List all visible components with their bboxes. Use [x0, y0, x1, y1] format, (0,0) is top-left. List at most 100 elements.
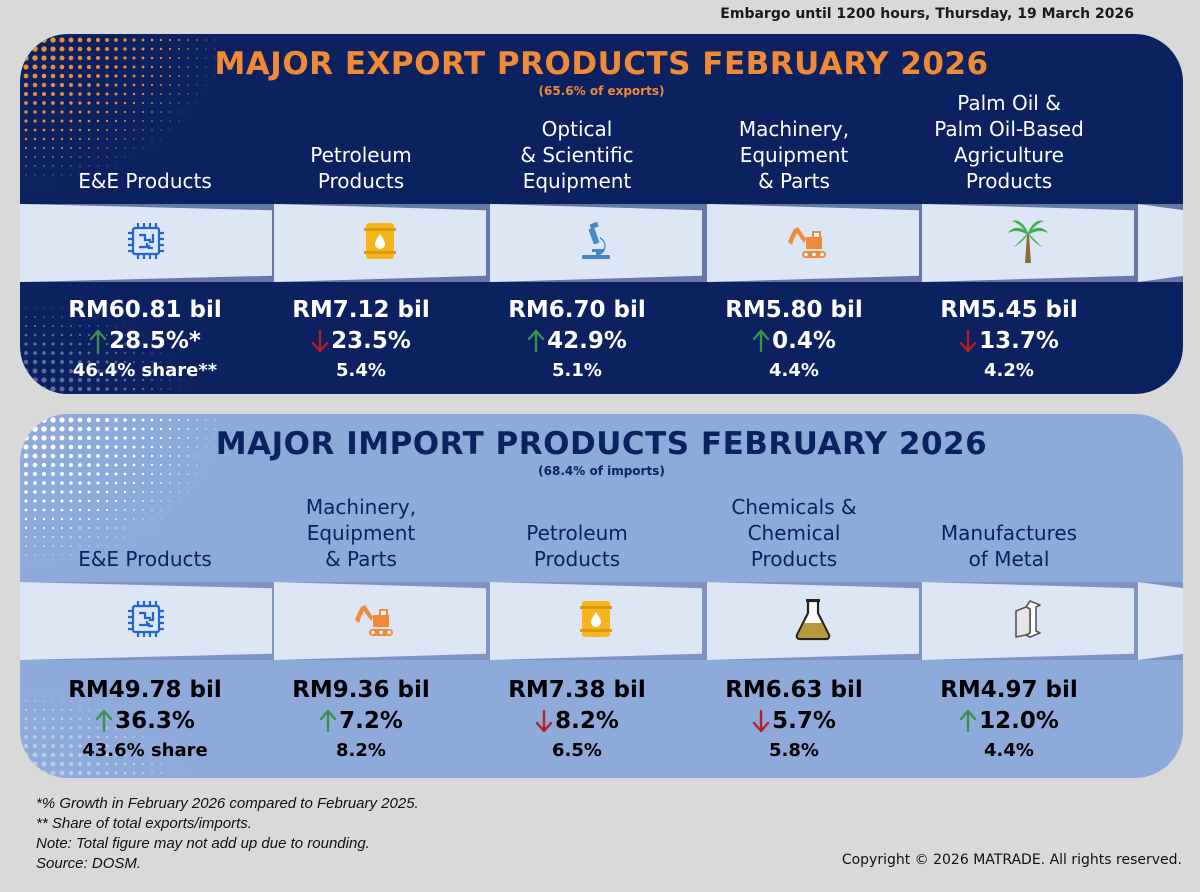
icon-cell	[707, 582, 919, 660]
oil-barrel-icon	[576, 597, 616, 645]
footnotes: *% Growth in February 2026 compared to F…	[36, 794, 419, 874]
icon-cell	[274, 204, 486, 282]
product-share: 5.1%	[552, 360, 602, 381]
product-share: 4.2%	[984, 360, 1034, 381]
growth-value: 13.7%	[979, 328, 1059, 354]
icon-cell	[707, 204, 919, 282]
product-share: 46.4% share**	[72, 360, 218, 381]
product-name: Machinery, Equipment & Parts	[254, 414, 468, 572]
footnote: Source: DOSM.	[36, 855, 142, 872]
icon-cell	[1138, 582, 1183, 660]
product-name-label: Petroleum Products	[310, 143, 412, 193]
export-title: MAJOR EXPORT PRODUCTS FEBRUARY 2026	[214, 46, 989, 82]
product-value: RM6.70 bil	[508, 297, 646, 323]
growth-value: 12.0%	[979, 708, 1059, 734]
growth-value: 36.3%	[115, 708, 195, 734]
product-growth: 12.0%	[902, 706, 1116, 736]
product-value: RM7.38 bil	[508, 677, 646, 703]
up-arrow-icon	[527, 329, 545, 353]
product-stats: RM6.70 bil 42.9% 5.1%	[470, 294, 684, 386]
excavator-icon	[355, 599, 405, 643]
icon-cell	[922, 204, 1134, 282]
up-arrow-icon	[959, 709, 977, 733]
product-share: 8.2%	[336, 740, 386, 761]
product-stats: RM6.63 bil 5.7% 5.8%	[687, 674, 901, 766]
product-share: 5.4%	[336, 360, 386, 381]
icon-cell	[1138, 204, 1183, 282]
product-growth: 7.2%	[254, 706, 468, 736]
product-share: 4.4%	[769, 360, 819, 381]
product-share: 5.8%	[769, 740, 819, 761]
product-value: RM6.63 bil	[725, 677, 863, 703]
product-value: RM7.12 bil	[292, 297, 430, 323]
growth-value: 5.7%	[772, 708, 836, 734]
product-name-label: Manufactures of Metal	[940, 521, 1078, 571]
down-arrow-icon	[535, 709, 553, 733]
product-name-label: Machinery, Equipment & Parts	[738, 117, 850, 193]
growth-value: 7.2%	[339, 708, 403, 734]
chip-icon	[124, 219, 168, 267]
growth-value: 8.2%	[555, 708, 619, 734]
icon-cell	[490, 204, 702, 282]
product-name: Petroleum Products	[254, 34, 468, 194]
up-arrow-icon	[89, 329, 107, 353]
steel-beam-icon	[1006, 597, 1050, 645]
product-name-label: Petroleum Products	[526, 521, 628, 571]
down-arrow-icon	[959, 329, 977, 353]
icon-cell	[20, 204, 272, 282]
product-growth: 36.3%	[38, 706, 252, 736]
product-growth: 8.2%	[470, 706, 684, 736]
import-subtitle: (68.4% of imports)	[538, 464, 665, 478]
product-stats: RM5.80 bil 0.4% 4.4%	[687, 294, 901, 386]
product-value: RM49.78 bil	[68, 677, 222, 703]
palm-tree-icon	[1006, 217, 1050, 269]
product-share: 4.4%	[984, 740, 1034, 761]
growth-value: 0.4%	[772, 328, 836, 354]
footnote: *% Growth in February 2026 compared to F…	[36, 795, 419, 812]
up-arrow-icon	[95, 709, 113, 733]
flask-icon	[793, 597, 833, 645]
oil-barrel-icon	[360, 219, 400, 267]
product-name-label: Palm Oil & Palm Oil-Based Agriculture Pr…	[934, 91, 1084, 193]
product-stats: RM60.81 bil 28.5%* 46.4% share**	[38, 294, 252, 386]
icon-band	[20, 204, 1183, 282]
growth-value: 42.9%	[547, 328, 627, 354]
product-name: Optical & Scientific Equipment	[470, 34, 684, 194]
product-value: RM5.80 bil	[725, 297, 863, 323]
product-growth: 5.7%	[687, 706, 901, 736]
product-growth: 28.5%*	[38, 326, 252, 356]
product-growth: 0.4%	[687, 326, 901, 356]
product-value: RM4.97 bil	[940, 677, 1078, 703]
export-panel: MAJOR EXPORT PRODUCTS FEBRUARY 2026 (65.…	[20, 34, 1183, 394]
product-value: RM5.45 bil	[940, 297, 1078, 323]
up-arrow-icon	[752, 329, 770, 353]
import-title: MAJOR IMPORT PRODUCTS FEBRUARY 2026	[215, 426, 988, 462]
import-panel: MAJOR IMPORT PRODUCTS FEBRUARY 2026 (68.…	[20, 414, 1183, 778]
chip-icon	[124, 597, 168, 645]
product-value: RM9.36 bil	[292, 677, 430, 703]
product-name-label: Optical & Scientific Equipment	[520, 117, 634, 193]
growth-value: 23.5%	[331, 328, 411, 354]
copyright: Copyright © 2026 MATRADE. All rights res…	[841, 852, 1182, 868]
product-name: Palm Oil & Palm Oil-Based Agriculture Pr…	[902, 34, 1116, 194]
product-name-label: E&E Products	[78, 169, 212, 193]
product-stats: RM5.45 bil 13.7% 4.2%	[902, 294, 1116, 386]
microscope-icon	[574, 219, 618, 267]
product-name-label: E&E Products	[78, 547, 212, 571]
product-name: E&E Products	[38, 34, 252, 194]
product-share: 43.6% share	[82, 740, 208, 761]
icon-cell	[274, 582, 486, 660]
excavator-icon	[788, 221, 838, 265]
footnote: ** Share of total exports/imports.	[36, 815, 252, 832]
footnote: Note: Total figure may not add up due to…	[36, 835, 370, 852]
product-name-label: Chemicals & Chemical Products	[731, 495, 857, 571]
export-subtitle: (65.6% of exports)	[538, 84, 665, 98]
icon-cell	[20, 582, 272, 660]
embargo-notice: Embargo until 1200 hours, Thursday, 19 M…	[720, 6, 1134, 22]
product-share: 6.5%	[552, 740, 602, 761]
product-name: Machinery, Equipment & Parts	[687, 34, 901, 194]
icon-band	[20, 582, 1183, 660]
product-name: Petroleum Products	[470, 414, 684, 572]
up-arrow-icon	[319, 709, 337, 733]
growth-value: 28.5%*	[109, 328, 201, 354]
